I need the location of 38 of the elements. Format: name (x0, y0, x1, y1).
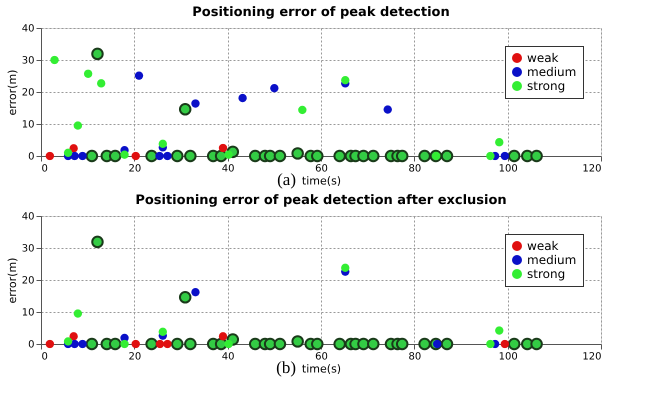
x-tick-label: 60 (315, 352, 328, 362)
text: (b) (276, 358, 296, 377)
x-tick-label: 20 (128, 164, 142, 174)
x-tick-label: 0 (42, 352, 48, 362)
x-tick-label: 100 (498, 352, 518, 362)
chart-title: Positioning error of peak detection (192, 5, 450, 20)
x-axis-title: time(s) (302, 362, 342, 376)
y-tick-label: 20 (22, 276, 34, 286)
x-tick-label: 0 (42, 164, 48, 174)
legend-label: weak (527, 239, 559, 253)
legend-label: medium (527, 253, 576, 267)
x-tick-label: 40 (222, 352, 235, 362)
legend-label: strong (527, 79, 566, 93)
chart-title: Positioning error of peak detection after exclusion (135, 193, 507, 208)
x-tick-label: 40 (222, 164, 235, 174)
x-tick-label: 60 (315, 164, 328, 174)
y-tick-label: 0 (28, 152, 34, 162)
x-tick-label: 20 (128, 352, 142, 362)
y-tick-label: 20 (22, 88, 34, 98)
y-tick-label: 40 (22, 24, 34, 34)
y-axis-title: error(m) (6, 258, 19, 304)
x-tick-label: 80 (408, 164, 422, 174)
y-tick-label: 30 (22, 56, 34, 66)
y-tick-label: 10 (22, 308, 34, 318)
y-tick-label: 10 (22, 120, 34, 130)
y-tick-label: 30 (22, 244, 34, 254)
x-tick-label: 120 (582, 352, 602, 362)
legend-label: medium (527, 65, 576, 79)
y-tick-label: 40 (22, 212, 34, 222)
legend-label: strong (527, 267, 566, 281)
x-tick-label: 80 (408, 352, 422, 362)
y-tick-label: 0 (28, 340, 34, 350)
x-axis-title: time(s) (302, 174, 342, 188)
text: (a) (277, 170, 296, 189)
x-tick-label: 120 (582, 164, 602, 174)
x-tick-label: 100 (498, 164, 518, 174)
y-axis-title: error(m) (6, 70, 19, 116)
legend-label: weak (527, 51, 559, 65)
